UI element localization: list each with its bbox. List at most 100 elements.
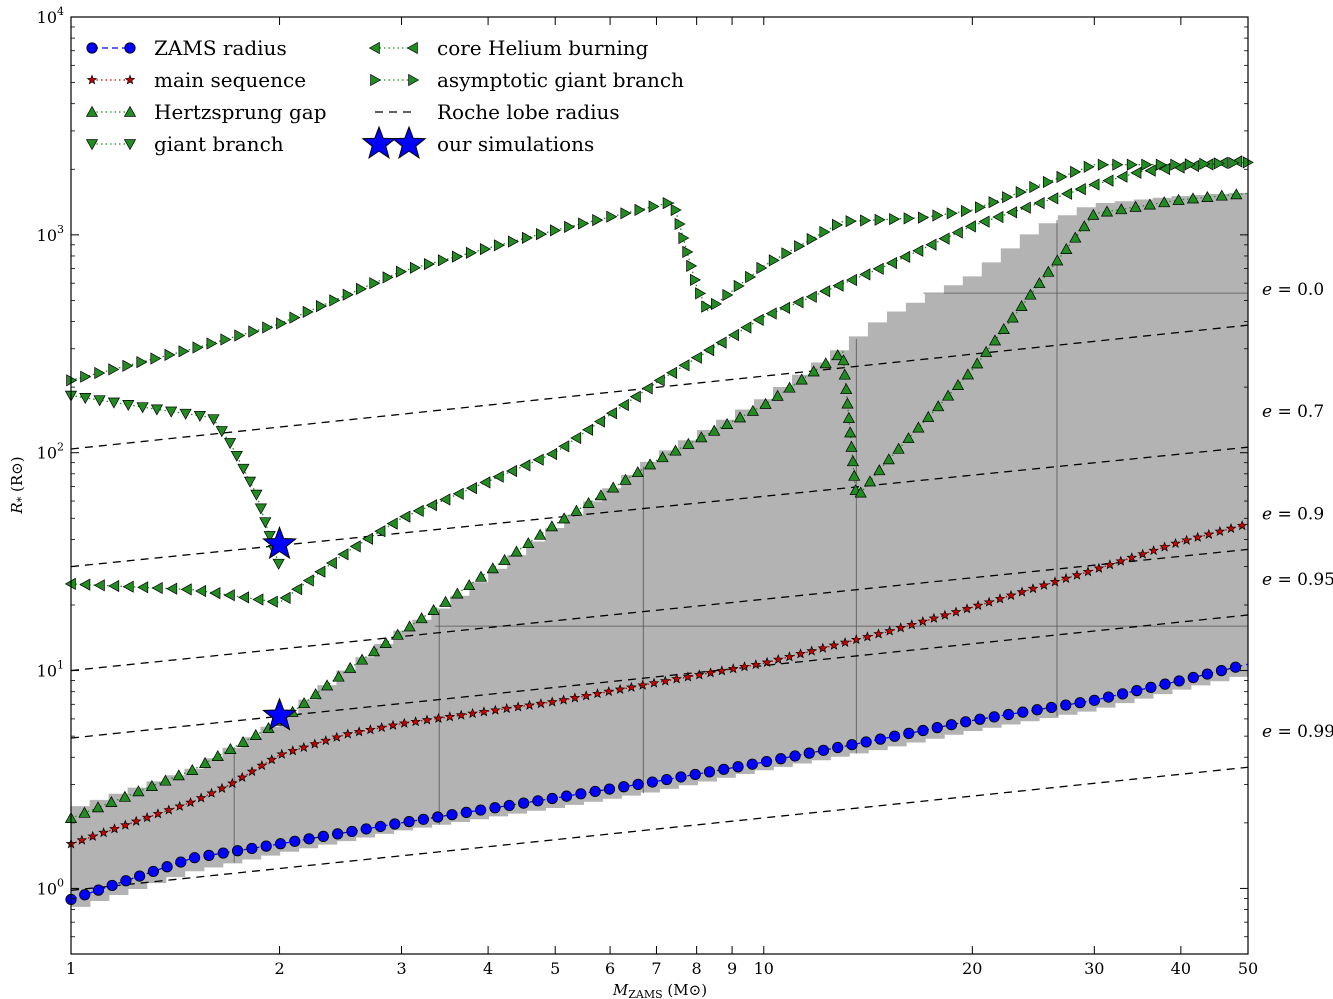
data-point-5-61	[819, 225, 831, 239]
data-point-2-2	[91, 801, 105, 813]
data-point-4-30	[465, 482, 477, 495]
data-point-1-92	[1082, 566, 1094, 577]
data-point-5-78	[1056, 170, 1068, 183]
data-point-5-9	[192, 341, 204, 354]
data-point-0-25	[417, 813, 430, 825]
data-point-1-102	[1192, 531, 1204, 542]
data-point-1-67	[806, 645, 818, 656]
data-point-5-18	[316, 300, 328, 313]
data-point-5-81	[1097, 158, 1109, 171]
data-point-2-47	[644, 458, 657, 470]
data-point-2-79	[912, 421, 925, 433]
data-point-1-51	[626, 681, 637, 692]
data-point-1-97	[1137, 548, 1149, 559]
data-point-4-83	[1159, 162, 1171, 176]
data-point-4-24	[386, 517, 398, 530]
data-point-1-99	[1159, 541, 1170, 552]
data-point-5-62	[832, 218, 844, 231]
data-point-1-43	[535, 698, 547, 709]
data-point-0-34	[546, 792, 558, 805]
data-point-4-10	[209, 587, 221, 600]
data-point-4-37	[558, 440, 570, 453]
data-point-4-80	[1116, 170, 1128, 183]
data-point-5-64	[860, 214, 872, 227]
data-point-1-7	[141, 811, 153, 823]
data-point-0-70	[1060, 699, 1072, 711]
data-point-4-8	[180, 583, 192, 596]
data-point-4-63	[885, 256, 897, 270]
data-point-5-7	[164, 348, 176, 361]
data-point-5-17	[302, 305, 314, 318]
data-point-1-38	[478, 706, 490, 717]
series-zams-radius	[65, 661, 1249, 906]
x-tick-label-12: 40	[1171, 959, 1191, 978]
data-point-2-39	[545, 520, 558, 532]
data-point-0-69	[1045, 701, 1058, 714]
data-point-1-77	[917, 616, 929, 627]
data-point-0-23	[389, 818, 401, 830]
data-point-4-76	[1061, 187, 1073, 200]
data-point-1-89	[1049, 576, 1061, 587]
data-point-5-75	[1015, 186, 1027, 199]
data-point-5-57	[768, 254, 780, 267]
data-point-5-54	[733, 279, 745, 293]
data-point-0-72	[1088, 694, 1100, 706]
data-point-4-68	[951, 226, 963, 239]
x-tick-label-0: 1	[66, 959, 76, 978]
x-tick-label-2: 3	[396, 959, 406, 978]
data-point-4-14	[266, 595, 278, 608]
legend-item-7: our simulations	[361, 125, 594, 159]
legend-marker-a-4	[368, 41, 380, 55]
data-point-1-96	[1126, 552, 1138, 563]
data-point-2-70	[846, 455, 859, 467]
data-point-5-79	[1070, 165, 1082, 178]
data-point-3-13	[230, 450, 243, 462]
data-point-4-31	[479, 476, 491, 489]
data-point-1-26	[342, 728, 354, 739]
data-point-1-49	[603, 686, 615, 697]
data-point-2-100	[1115, 203, 1128, 215]
data-point-5-26	[423, 258, 435, 271]
data-point-3-15	[243, 476, 257, 488]
data-point-0-17	[303, 833, 315, 845]
data-point-1-21	[287, 745, 299, 756]
data-point-6-1	[262, 697, 298, 731]
data-point-1-36	[455, 709, 467, 720]
data-point-1-14	[216, 782, 228, 794]
data-point-0-36	[575, 788, 587, 800]
data-point-5-89	[1213, 157, 1225, 170]
roche-line-label-2: e = 0.9	[1262, 504, 1324, 524]
data-point-5-34	[536, 228, 548, 241]
y-tick-label-4: 104	[37, 5, 64, 27]
data-point-3-4	[122, 400, 135, 412]
x-tick-label-10: 20	[962, 959, 982, 978]
data-point-2-34	[486, 562, 499, 574]
data-point-0-6	[147, 865, 159, 878]
data-point-2-73	[854, 486, 867, 498]
data-point-5-13	[248, 325, 260, 338]
data-point-2-55	[746, 404, 759, 416]
x-tick-label-9: 10	[754, 959, 774, 978]
data-point-2-20	[321, 679, 334, 691]
data-point-4-40	[593, 415, 605, 428]
data-point-2-106	[1201, 190, 1214, 202]
data-point-1-70	[839, 636, 851, 648]
x-axis-label: MZAMS (M⊙)	[612, 981, 707, 999]
data-point-0-22	[374, 820, 387, 833]
data-point-5-27	[437, 254, 449, 267]
data-point-0-53	[817, 744, 830, 756]
data-point-4-52	[740, 321, 752, 334]
plot-frame	[70, 16, 1249, 955]
data-point-2-57	[771, 389, 784, 401]
data-point-0-37	[589, 785, 601, 798]
data-point-2-67	[842, 411, 855, 423]
data-point-1-1	[76, 834, 88, 845]
data-point-0-5	[134, 870, 146, 882]
data-point-1-66	[795, 648, 806, 659]
data-point-4-78	[1088, 178, 1100, 191]
data-point-4-54	[765, 307, 777, 320]
data-point-3-5	[136, 402, 149, 414]
y-tick-label-0: 100	[37, 876, 64, 898]
data-point-2-92	[1033, 277, 1046, 289]
